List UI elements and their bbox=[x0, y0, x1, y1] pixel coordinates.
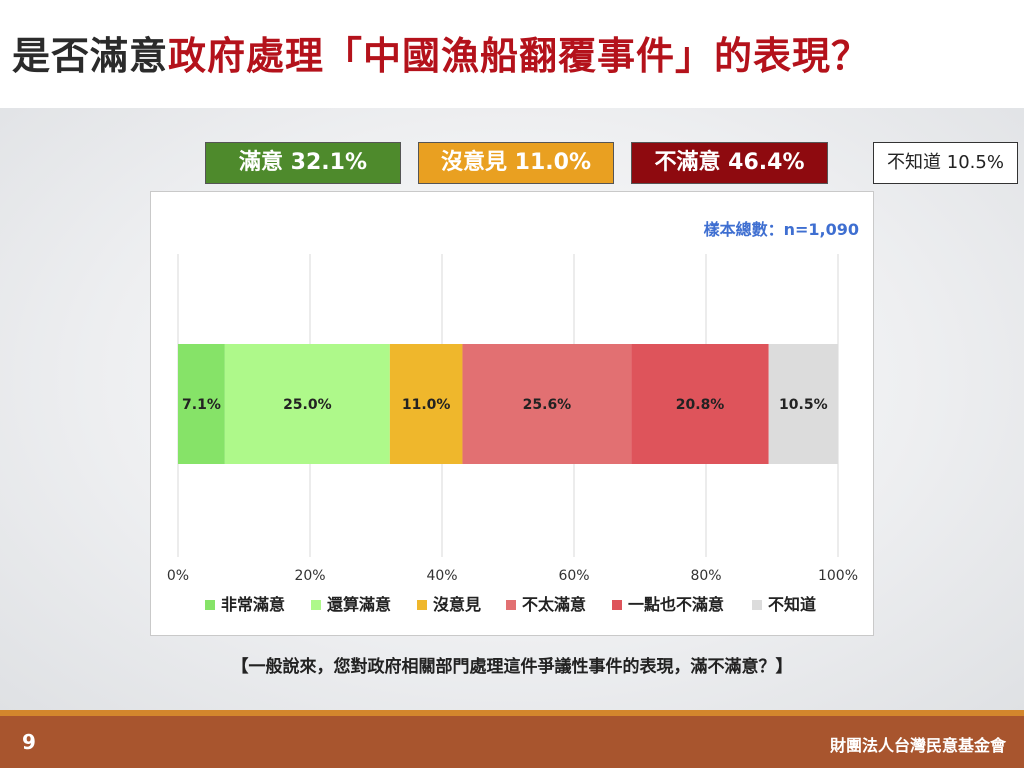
stacked-bar-chart: 0% 20% 40% 60% 80% 100% 7.1% 25.0% 11.0% 25.6% 20.… bbox=[167, 254, 858, 614]
legend-label: 還算滿意 bbox=[327, 595, 391, 614]
data-label: 25.6% bbox=[523, 397, 572, 413]
legend-swatch bbox=[752, 600, 762, 610]
legend-label: 不太滿意 bbox=[522, 595, 586, 614]
x-tick-label: 0% bbox=[167, 568, 189, 584]
data-label: 10.5% bbox=[779, 397, 828, 413]
bar-segment bbox=[178, 344, 225, 464]
chart-panel: 0% 20% 40% 60% 80% 100% 7.1% 25.0% 11.0% 25.6% 20.… bbox=[150, 191, 874, 636]
page-title: 是否滿意政府處理「中國漁船翻覆事件」的表現？ bbox=[12, 26, 1016, 86]
page-number: 9 bbox=[22, 730, 36, 754]
footer-bar: 9 財團法人台灣民意基金會 bbox=[0, 716, 1024, 768]
bar-segment bbox=[462, 344, 632, 464]
organization-name: 財團法人台灣民意基金會 bbox=[829, 736, 1006, 755]
legend-swatch bbox=[417, 600, 427, 610]
title-part-2: 政府處理「中國漁船翻覆事件」的表現？ bbox=[168, 34, 871, 78]
legend-label: 一點也不滿意 bbox=[628, 595, 724, 614]
legend-label: 非常滿意 bbox=[221, 595, 285, 614]
data-label: 7.1% bbox=[182, 397, 221, 413]
bar-segment bbox=[224, 344, 390, 464]
title-part-1: 是否滿意 bbox=[12, 34, 169, 78]
x-tick-label: 100% bbox=[818, 568, 858, 584]
summary-satisfied-badge: 滿意 32.1% bbox=[205, 142, 401, 184]
data-label: 25.0% bbox=[283, 397, 332, 413]
x-tick-label: 60% bbox=[558, 568, 589, 584]
summary-dont-know-badge: 不知道 10.5% bbox=[873, 142, 1018, 184]
sample-size-note: 樣本總數：n=1,090 bbox=[703, 220, 859, 239]
legend-label: 沒意見 bbox=[433, 595, 481, 614]
legend-swatch bbox=[311, 600, 321, 610]
legend-swatch bbox=[205, 600, 215, 610]
survey-question: 【一般說來，您對政府相關部門處理這件爭議性事件的表現，滿不滿意？】 bbox=[231, 657, 793, 677]
x-tick-label: 80% bbox=[690, 568, 721, 584]
x-tick-label: 20% bbox=[294, 568, 325, 584]
data-label: 20.8% bbox=[676, 397, 725, 413]
bar-segment bbox=[389, 344, 463, 464]
summary-dissatisfied-badge: 不滿意 46.4% bbox=[631, 142, 828, 184]
bar-segment bbox=[768, 344, 838, 464]
footer-accent-line bbox=[0, 710, 1024, 716]
summary-no-opinion-badge: 沒意見 11.0% bbox=[418, 142, 614, 184]
data-label: 11.0% bbox=[402, 397, 451, 413]
legend-swatch bbox=[612, 600, 622, 610]
legend-label: 不知道 bbox=[768, 595, 816, 614]
x-tick-label: 40% bbox=[426, 568, 457, 584]
bar-segment bbox=[631, 344, 769, 464]
legend-swatch bbox=[506, 600, 516, 610]
